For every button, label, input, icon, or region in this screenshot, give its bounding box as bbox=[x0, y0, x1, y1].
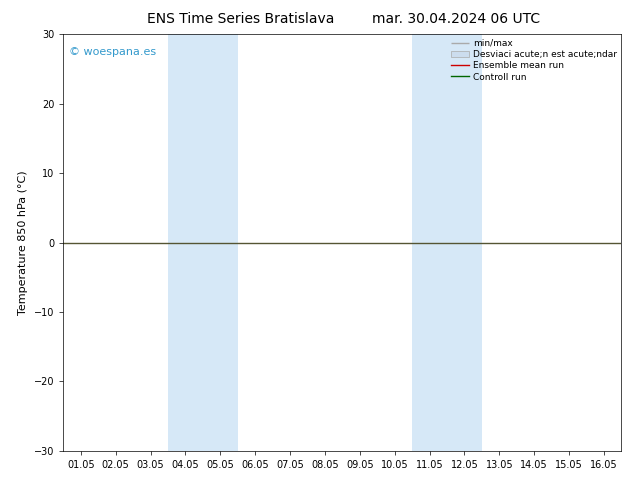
Y-axis label: Temperature 850 hPa (°C): Temperature 850 hPa (°C) bbox=[18, 170, 29, 315]
Bar bbox=[168, 34, 238, 451]
Legend: min/max, Desviaci acute;n est acute;ndar, Ensemble mean run, Controll run: min/max, Desviaci acute;n est acute;ndar… bbox=[450, 37, 619, 83]
Text: mar. 30.04.2024 06 UTC: mar. 30.04.2024 06 UTC bbox=[372, 12, 541, 26]
Text: ENS Time Series Bratislava: ENS Time Series Bratislava bbox=[147, 12, 335, 26]
Text: © woespana.es: © woespana.es bbox=[69, 47, 156, 57]
Bar bbox=[412, 34, 482, 451]
